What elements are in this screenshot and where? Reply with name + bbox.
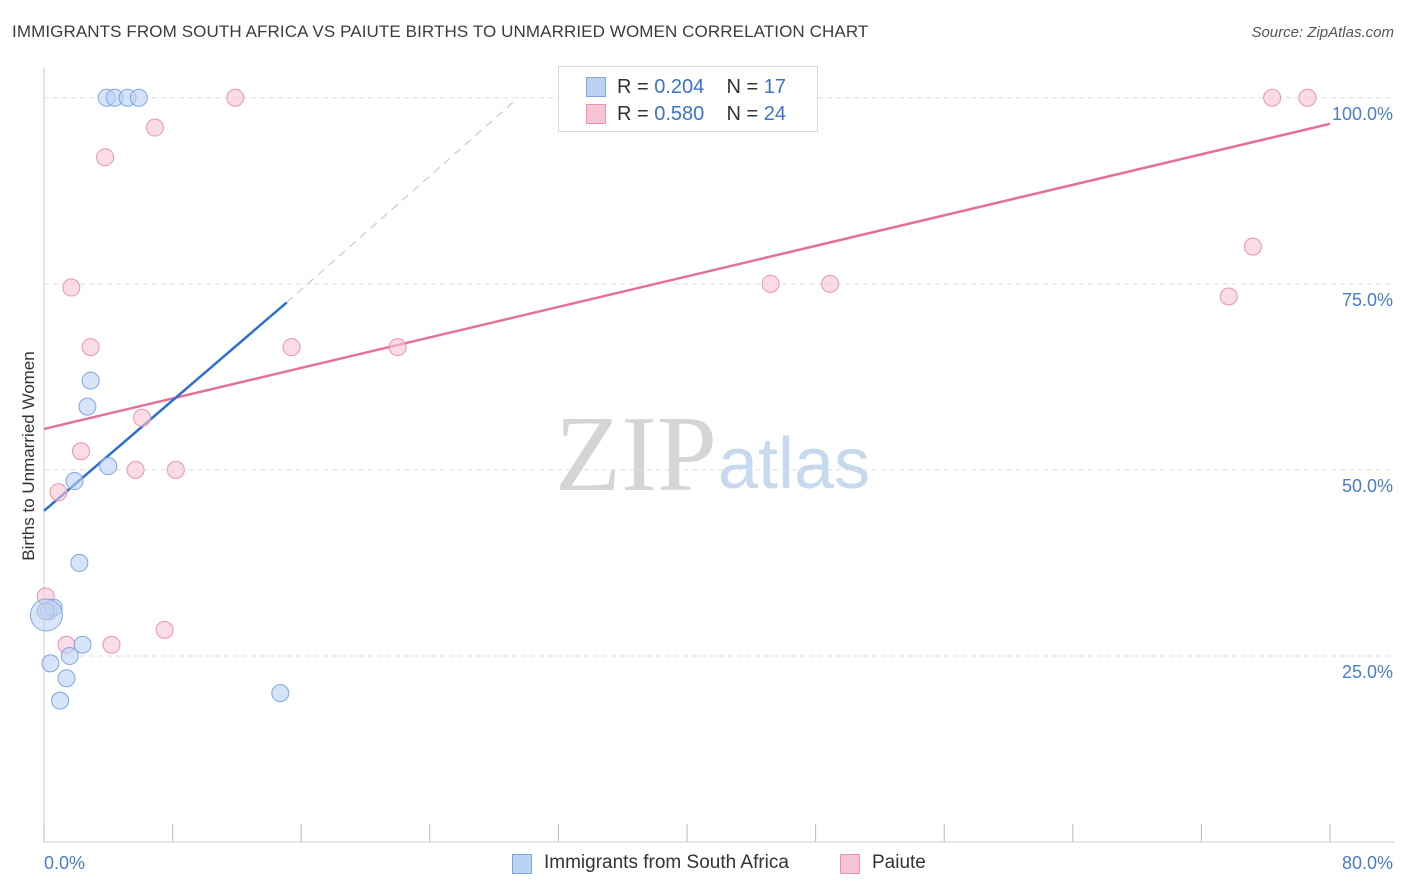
data-point-blue [51, 691, 70, 710]
legend-n-label: N = [726, 75, 764, 98]
source-label: Source: ZipAtlas.com [1251, 24, 1394, 41]
data-point-blue [271, 684, 290, 703]
data-point-pink [388, 338, 407, 357]
data-point-blue [57, 669, 76, 688]
correlation-legend: R = 0.204 N = 17 R = 0.580 N = 24 [558, 66, 818, 132]
trend-line-blue [43, 301, 288, 512]
trend-lines [43, 97, 1331, 512]
data-point-blue [78, 397, 97, 416]
legend-n-value: 17 [763, 75, 787, 98]
data-point-pink [81, 338, 100, 357]
chart-title: IMMIGRANTS FROM SOUTH AFRICA VS PAIUTE B… [12, 22, 869, 41]
y-tick-label: 75.0% [1342, 290, 1393, 310]
legend-swatch-blue [586, 77, 606, 97]
y-tick-label: 50.0% [1342, 476, 1393, 496]
y-tick-label: 100.0% [1332, 104, 1393, 124]
data-point-pink [761, 274, 780, 293]
series-swatch-blue [512, 854, 532, 874]
x-tick-label: 0.0% [44, 853, 85, 873]
y-tick-label: 25.0% [1342, 662, 1393, 682]
data-point-blue [73, 635, 92, 654]
legend-r-label: R = [617, 75, 655, 98]
data-point-blue [60, 646, 79, 665]
y-axis-label: Births to Unmarried Women [19, 351, 38, 560]
data-point-pink [1243, 237, 1262, 256]
gridlines [44, 97, 1394, 657]
watermark: ZIP atlas [555, 395, 870, 514]
axes [43, 68, 1394, 843]
data-point-pink [155, 620, 174, 639]
legend-r-value: 0.204 [654, 75, 705, 98]
data-point-blue [99, 457, 118, 476]
trend-line-pink [43, 122, 1331, 431]
data-point-pink [1219, 287, 1238, 306]
data-point-pink [133, 408, 152, 427]
legend-n-value: 24 [763, 102, 787, 125]
legend-r-label: R = [617, 102, 655, 125]
legend-r-value: 0.580 [654, 102, 705, 125]
data-point-pink [71, 442, 90, 461]
data-point-pink [96, 148, 115, 167]
x-tick-label: 80.0% [1342, 853, 1393, 873]
data-point-pink [145, 118, 164, 137]
series-swatch-pink [840, 854, 860, 874]
data-point-pink [282, 338, 301, 357]
data-point-pink [166, 460, 185, 479]
data-point-pink [49, 483, 68, 502]
series-label-blue: Immigrants from South Africa [544, 852, 789, 873]
data-point-blue [81, 371, 100, 390]
watermark-zip: ZIP [555, 395, 717, 514]
data-point-blue [41, 654, 60, 673]
data-point-pink [1298, 88, 1317, 107]
data-point-pink [126, 460, 145, 479]
data-point-pink [226, 88, 245, 107]
data-point-blue [29, 598, 63, 632]
trend-line-blue-extension [286, 97, 519, 303]
data-point-pink [821, 274, 840, 293]
watermark-atlas: atlas [718, 424, 870, 504]
legend-n-label: N = [726, 102, 764, 125]
data-point-blue [129, 88, 148, 107]
data-point-blue [65, 472, 84, 491]
data-point-pink [102, 635, 121, 654]
series-label-pink: Paiute [872, 852, 926, 873]
data-point-pink [1263, 88, 1282, 107]
data-point-pink [62, 278, 81, 297]
tick-labels: 25.0% 50.0% 75.0% 100.0% 0.0% 80.0% [44, 104, 1393, 873]
data-point-blue [70, 553, 89, 572]
legend-swatch-pink [586, 104, 606, 124]
data-points [29, 88, 1317, 710]
